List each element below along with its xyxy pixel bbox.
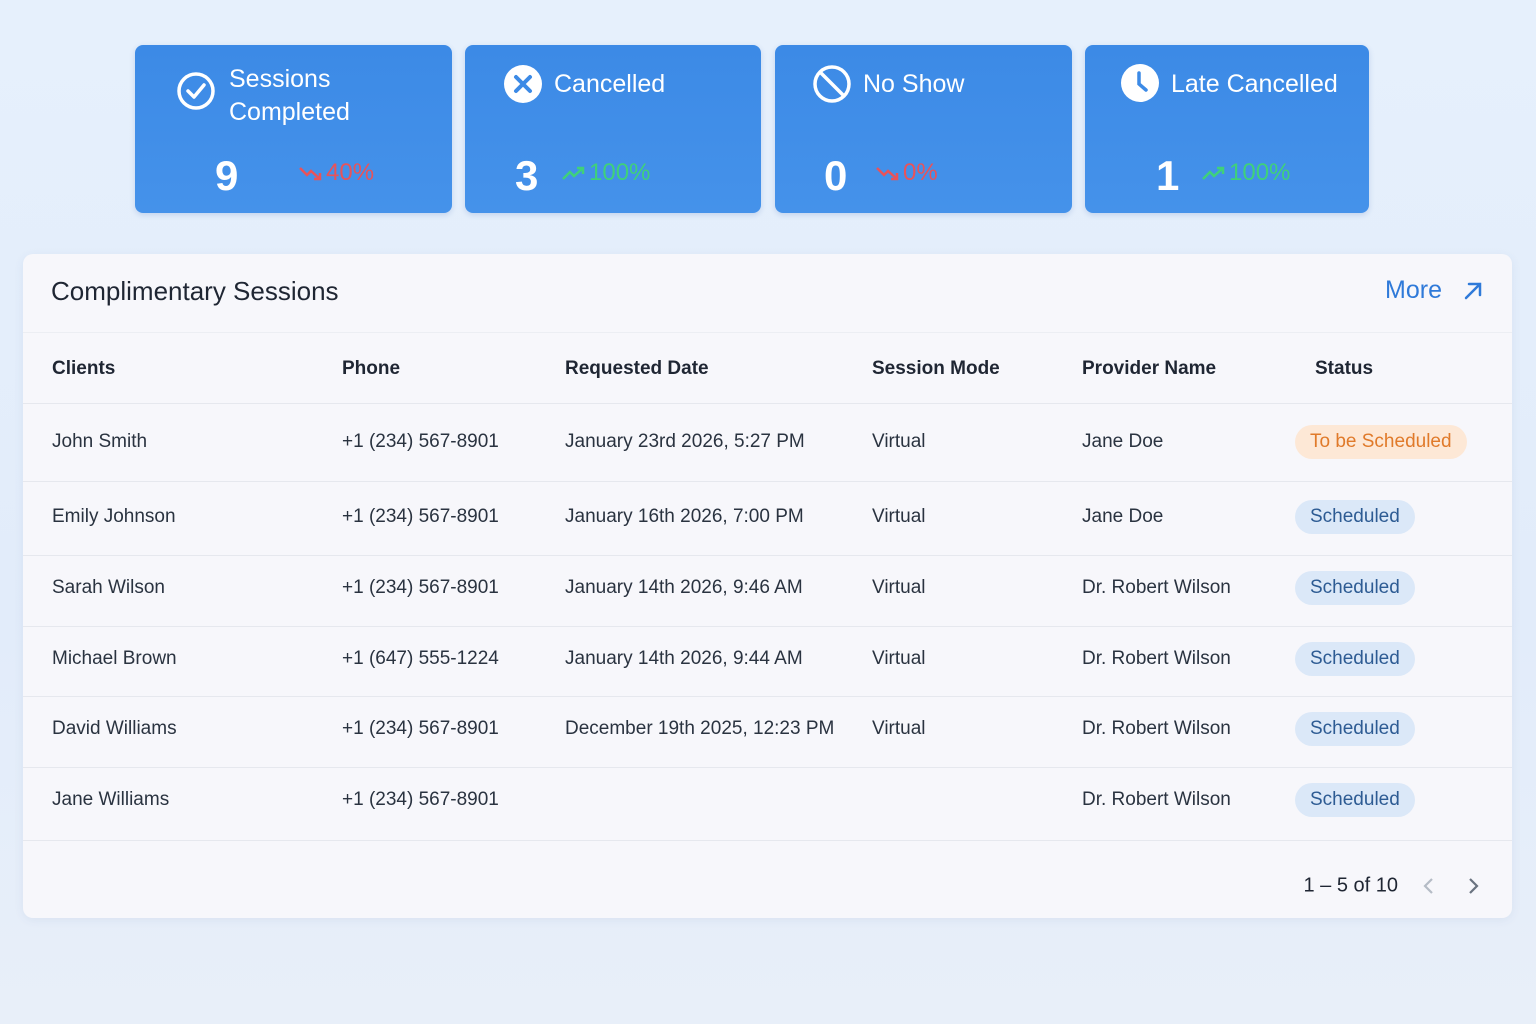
change-text: 40% <box>326 159 375 186</box>
table-cell: +1 (234) 567-8901 <box>342 718 499 739</box>
status-badge: Scheduled <box>1295 500 1415 534</box>
stat-card: Cancelled 3 100% <box>465 45 761 213</box>
table-cell: January 23rd 2026, 5:27 PM <box>565 431 805 452</box>
card-change: 100% <box>561 158 650 188</box>
table-cell: David Williams <box>52 718 177 739</box>
table-cell: December 19th 2025, 12:23 PM <box>565 718 835 739</box>
more-text[interactable]: More <box>1385 276 1442 304</box>
table-cell: Jane Williams <box>52 789 170 810</box>
row-divider <box>23 481 1512 482</box>
table-cell: +1 (234) 567-8901 <box>342 431 499 452</box>
column-header: Provider Name <box>1082 358 1217 379</box>
change-text: 100% <box>1229 159 1291 186</box>
table-cell: +1 (234) 567-8901 <box>342 577 499 598</box>
pagination: 1 – 5 of 10 <box>1303 874 1398 897</box>
card-change: 0% <box>875 158 938 188</box>
row-divider <box>23 840 1512 841</box>
table-cell: January 16th 2026, 7:00 PM <box>565 506 804 527</box>
table-cell: Jane Doe <box>1082 431 1164 452</box>
trend-icon <box>876 167 899 181</box>
column-header: Status <box>1315 358 1374 379</box>
column-header: Requested Date <box>565 358 709 379</box>
status-badge: Scheduled <box>1295 712 1415 746</box>
check-icon <box>177 72 215 110</box>
status-badge: Scheduled <box>1295 571 1415 605</box>
panel-title: Complimentary Sessions <box>51 276 339 306</box>
trend-icon <box>299 167 322 181</box>
column-header: Phone <box>342 358 401 379</box>
clock-icon <box>1121 64 1159 102</box>
trend-icon <box>562 166 585 180</box>
trend-icon <box>1202 166 1225 180</box>
table-cell: Dr. Robert Wilson <box>1082 648 1231 669</box>
card-title: Sessions Completed <box>229 65 350 126</box>
stat-card: No Show 0 0% <box>775 45 1072 213</box>
external-icon[interactable] <box>1462 280 1484 302</box>
row-divider <box>23 403 1512 404</box>
table-cell: +1 (234) 567-8901 <box>342 789 499 810</box>
table-cell: Virtual <box>872 431 926 452</box>
table-cell: Virtual <box>872 648 926 669</box>
table-cell: Virtual <box>872 506 926 527</box>
table-cell: Virtual <box>872 577 926 598</box>
card-title: Cancelled <box>554 70 666 98</box>
column-header: Session Mode <box>872 358 1000 379</box>
card-change: 40% <box>298 158 374 188</box>
column-header: Clients <box>52 358 116 379</box>
table-cell: Michael Brown <box>52 648 177 669</box>
card-title: Late Cancelled <box>1171 70 1338 98</box>
prev-page[interactable] <box>1419 874 1439 898</box>
table-cell: John Smith <box>52 431 148 452</box>
card-change: 100% <box>1201 158 1290 188</box>
row-divider <box>23 767 1512 768</box>
card-value: 9 <box>215 152 239 199</box>
table-cell: January 14th 2026, 9:44 AM <box>565 648 803 669</box>
next-page[interactable] <box>1463 874 1483 898</box>
card-title: No Show <box>863 70 965 98</box>
table-cell: Emily Johnson <box>52 506 176 527</box>
status-badge: Scheduled <box>1295 783 1415 817</box>
change-text: 0% <box>903 159 938 186</box>
table-cell: January 14th 2026, 9:46 AM <box>565 577 803 598</box>
status-badge: To be Scheduled <box>1295 425 1467 459</box>
change-text: 100% <box>589 159 651 186</box>
x-icon <box>504 65 542 103</box>
row-divider <box>23 555 1512 556</box>
table-cell: Dr. Robert Wilson <box>1082 789 1231 810</box>
card-value: 3 <box>515 152 539 199</box>
table-cell: Jane Doe <box>1082 506 1164 527</box>
stat-card: Sessions Completed 9 40% <box>135 45 452 213</box>
table-cell: Dr. Robert Wilson <box>1082 577 1231 598</box>
card-value: 0 <box>824 152 848 199</box>
stat-card: Late Cancelled 1 100% <box>1085 45 1369 213</box>
table-cell: Dr. Robert Wilson <box>1082 718 1231 739</box>
row-divider <box>23 626 1512 627</box>
table-cell: +1 (234) 567-8901 <box>342 506 499 527</box>
divider <box>23 332 1512 333</box>
table-cell: Sarah Wilson <box>52 577 165 598</box>
row-divider <box>23 696 1512 697</box>
card-value: 1 <box>1156 152 1180 199</box>
table-cell: Virtual <box>872 718 926 739</box>
status-badge: Scheduled <box>1295 642 1415 676</box>
more-link[interactable]: More <box>1385 276 1484 305</box>
ban-icon <box>813 65 851 103</box>
sessions-panel: Complimentary Sessions More 1 – 5 of 10 … <box>23 254 1512 918</box>
table-cell: +1 (647) 555-1224 <box>342 648 499 669</box>
